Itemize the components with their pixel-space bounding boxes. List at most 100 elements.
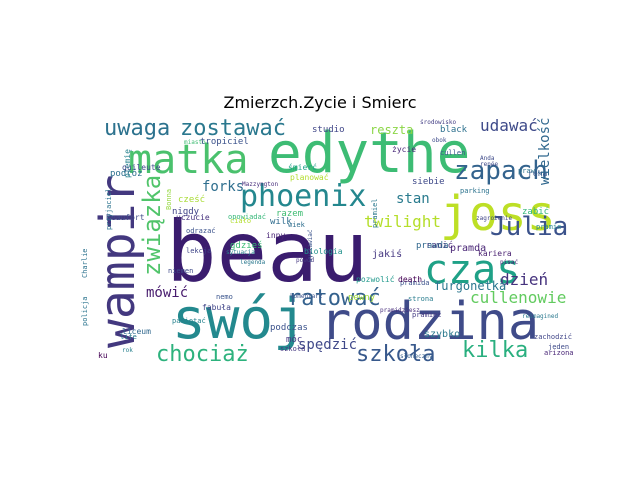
cloud-word: Charlie <box>81 248 89 278</box>
cloud-word: pramda <box>450 243 487 254</box>
cloud-word: arizona <box>544 349 574 357</box>
cloud-word: zachodzić <box>534 333 572 341</box>
cloud-word: pramiec <box>412 311 442 319</box>
cloud-word: reimagined <box>522 313 559 320</box>
cloud-word: ręka <box>528 169 548 178</box>
cloud-word: zabić <box>522 207 550 217</box>
cloud-word: prawda <box>416 241 449 251</box>
cloud-word: biologia <box>304 247 343 256</box>
cloud-word: nigdy <box>172 207 200 217</box>
cloud-word: strona <box>408 295 434 303</box>
cloud-word: pamiętać <box>172 317 206 325</box>
cloud-word: fabuła <box>202 303 231 312</box>
cloud-word: uczucie <box>176 213 210 222</box>
cloud-word: jeden <box>548 343 570 351</box>
cloud-word: mówić <box>146 285 189 301</box>
cloud-word: furgonetka <box>434 279 507 293</box>
cloud-word: cześć <box>178 195 206 205</box>
cloud-word: chociaż <box>156 342 249 366</box>
cloud-word: komentarz <box>290 293 323 300</box>
cloud-word: cullenowie <box>470 288 567 307</box>
cloud-word: udawać <box>480 118 538 135</box>
cloud-word: pewny <box>348 293 376 303</box>
cloud-word: black <box>440 125 468 135</box>
cloud-word: opowiadać <box>228 213 266 221</box>
cloud-word: sytuacja <box>226 249 255 256</box>
cloud-word: ku <box>98 351 108 360</box>
cloud-word: inny <box>266 231 286 240</box>
cloud-word: czas <box>424 247 521 293</box>
cloud-word: pramida <box>400 279 430 287</box>
cloud-word: obok <box>432 137 447 144</box>
cloud-word: cullen <box>440 149 466 157</box>
cloud-word: studio <box>312 125 345 135</box>
cloud-word: renée <box>480 161 499 168</box>
cloud-word: praw <box>518 167 535 175</box>
cloud-word: miasto <box>184 139 206 146</box>
cloud-word: forks <box>202 179 245 195</box>
cloud-word: quileute <box>122 163 161 172</box>
cloud-word: stan <box>396 191 430 207</box>
cloud-word: środowisko <box>420 119 457 126</box>
cloud-word: wiek <box>288 221 305 229</box>
cloud-word: parking <box>460 187 490 195</box>
cloud-word: spędzić <box>298 337 358 353</box>
cloud-word: podróż <box>110 169 143 179</box>
cloud-word: wilk <box>270 217 292 227</box>
cloud-word: twilight <box>364 212 442 231</box>
cloud-word: kilka <box>462 338 529 363</box>
cloud-word: Julia <box>490 212 569 242</box>
cloud-word: edythe <box>268 121 471 186</box>
cloud-word: dzień <box>500 270 549 289</box>
cloud-word: beau <box>166 203 369 301</box>
cloud-word: pramie <box>536 223 562 231</box>
cloud-word: gdzieś <box>230 241 263 251</box>
cloud-word: pozwolić <box>356 275 395 284</box>
cloud-word: joss <box>440 186 556 242</box>
cloud-word: szybko <box>424 329 461 340</box>
cloud-word: móc <box>286 335 303 345</box>
cloud-word: związka <box>138 174 166 276</box>
cloud-word: life <box>120 333 137 341</box>
cloud-word: rok <box>122 347 133 354</box>
cloud-word: jakiś <box>372 249 403 260</box>
cloud-word: przyjaciel <box>105 187 113 230</box>
chart-title: Zmierzch.Zycie i Smierc <box>223 93 417 112</box>
cloud-word: pramidziesz <box>380 307 420 314</box>
cloud-word: swój <box>172 287 307 352</box>
cloud-word: zostawać <box>180 118 286 141</box>
cloud-word: wielkość <box>537 118 553 186</box>
cloud-word: ranić <box>426 241 454 251</box>
cloud-word: Bonna <box>165 188 173 210</box>
cloud-word: planować <box>290 173 329 182</box>
cloud-word: liceum <box>122 327 151 336</box>
cloud-word: Mazzyngton <box>242 181 279 188</box>
cloud-word: wysławiać <box>307 229 314 262</box>
cloud-word: ratować <box>288 286 381 311</box>
cloud-word: kariera <box>478 249 512 258</box>
cloud-word: życie <box>392 145 417 154</box>
cloud-word: legenda <box>240 259 266 266</box>
cloud-word: wampir <box>90 174 146 348</box>
cloud-word: phoenix <box>240 179 367 214</box>
cloud-word: niemen <box>168 267 194 275</box>
cloud-word: śmierć <box>288 163 317 172</box>
cloud-word: zapach <box>454 156 548 186</box>
cloud-word: podczas <box>270 323 308 333</box>
cloud-word: odrazać <box>186 227 216 235</box>
cloud-word: reszta <box>370 123 414 137</box>
cloud-word: pramiel <box>371 198 379 228</box>
cloud-word: słoneczny <box>400 353 433 360</box>
cloud-word: ciało <box>230 217 252 225</box>
cloud-word: powód <box>296 257 315 264</box>
cloud-word: zagrożenie <box>476 215 513 222</box>
cloud-word: matka <box>128 137 249 183</box>
cloud-word: razem <box>276 209 304 219</box>
cloud-word: Beaufort <box>106 213 145 222</box>
cloud-word: Anda <box>480 155 495 162</box>
cloud-word: szkoła <box>356 342 436 366</box>
cloud-word: pisać <box>500 259 519 266</box>
cloud-word: death <box>398 275 423 284</box>
cloud-word: uwaga <box>104 118 171 141</box>
cloud-word: rodzina <box>320 292 540 352</box>
